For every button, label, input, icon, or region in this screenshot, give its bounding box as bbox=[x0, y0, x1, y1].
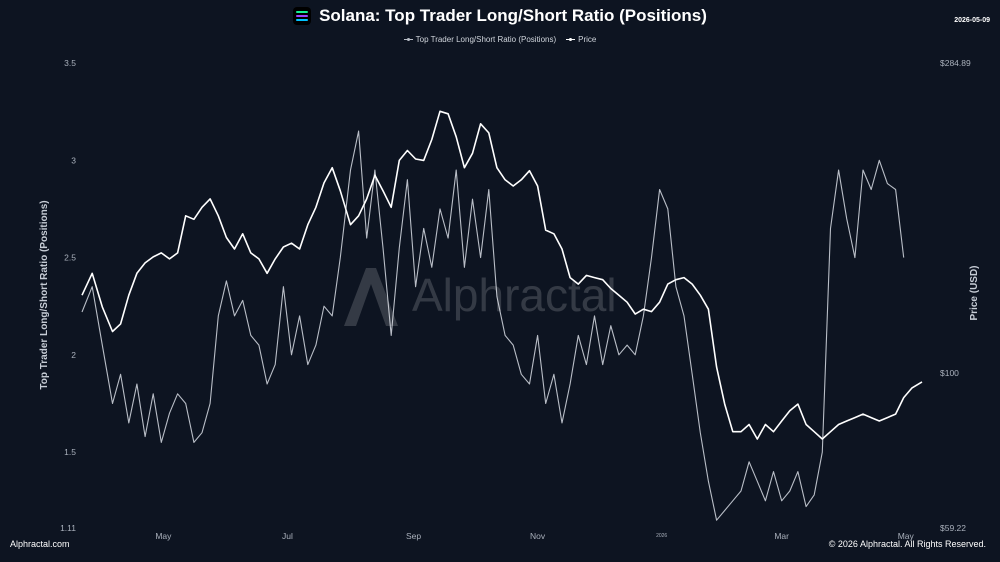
x-axis-ticks: May Jul Sep Nov 2026 Mar May bbox=[155, 531, 914, 541]
price-line bbox=[81, 110, 923, 440]
x-tick-label: Mar bbox=[774, 531, 789, 541]
x-tick-label: May bbox=[898, 531, 915, 541]
y2-axis-label: Price (USD) bbox=[969, 265, 980, 320]
solana-icon bbox=[293, 7, 312, 25]
y2-tick-label: $59.22 bbox=[940, 523, 966, 533]
footer-copyright: © 2026 Alphractal. All Rights Reserved. bbox=[828, 539, 986, 549]
y-tick-label: 2.5 bbox=[64, 253, 76, 263]
chart-header: Solana: Top Trader Long/Short Ratio (Pos… bbox=[0, 6, 1000, 26]
ratio-line bbox=[81, 130, 905, 521]
watermark: Alphractal bbox=[340, 262, 617, 328]
legend-swatch-price bbox=[566, 38, 576, 41]
legend-item-ratio[interactable]: Top Trader Long/Short Ratio (Positions) bbox=[403, 35, 557, 44]
legend-label-price: Price bbox=[578, 35, 597, 44]
y-tick-label: 2 bbox=[71, 350, 76, 360]
y-tick-label: 3.5 bbox=[64, 58, 76, 68]
x-tick-label: May bbox=[155, 531, 172, 541]
series-layer bbox=[81, 110, 923, 521]
legend: Top Trader Long/Short Ratio (Positions) … bbox=[0, 35, 1000, 44]
y-tick-label: 1.5 bbox=[64, 447, 76, 457]
y-tick-label: 3 bbox=[71, 155, 76, 165]
y-tick-label: 1.11 bbox=[60, 523, 76, 533]
chart-title: Solana: Top Trader Long/Short Ratio (Pos… bbox=[319, 6, 707, 25]
footer-site[interactable]: Alphractal.com bbox=[10, 539, 70, 549]
legend-swatch-ratio bbox=[403, 38, 413, 41]
y2-tick-label: $284.89 bbox=[940, 58, 971, 68]
left-axis-ticks: 3.5 3 2.5 2 1.5 1.11 bbox=[60, 58, 76, 533]
right-axis-ticks: $284.89 $100 $59.22 bbox=[940, 58, 971, 533]
legend-label-ratio: Top Trader Long/Short Ratio (Positions) bbox=[415, 35, 557, 44]
x-tick-label: Jul bbox=[282, 531, 293, 541]
y-axis-label: Top Trader Long/Short Ratio (Positions) bbox=[39, 200, 50, 389]
y2-tick-label: $100 bbox=[940, 368, 959, 378]
x-tick-label: 2026 bbox=[656, 533, 667, 539]
alphractal-logo-icon bbox=[344, 268, 398, 326]
watermark-text: Alphractal bbox=[412, 269, 617, 321]
date-stamp: 2026-05-09 bbox=[954, 17, 990, 24]
x-tick-label: Sep bbox=[406, 531, 421, 541]
x-tick-label: Nov bbox=[530, 531, 546, 541]
legend-item-price[interactable]: Price bbox=[566, 35, 596, 44]
